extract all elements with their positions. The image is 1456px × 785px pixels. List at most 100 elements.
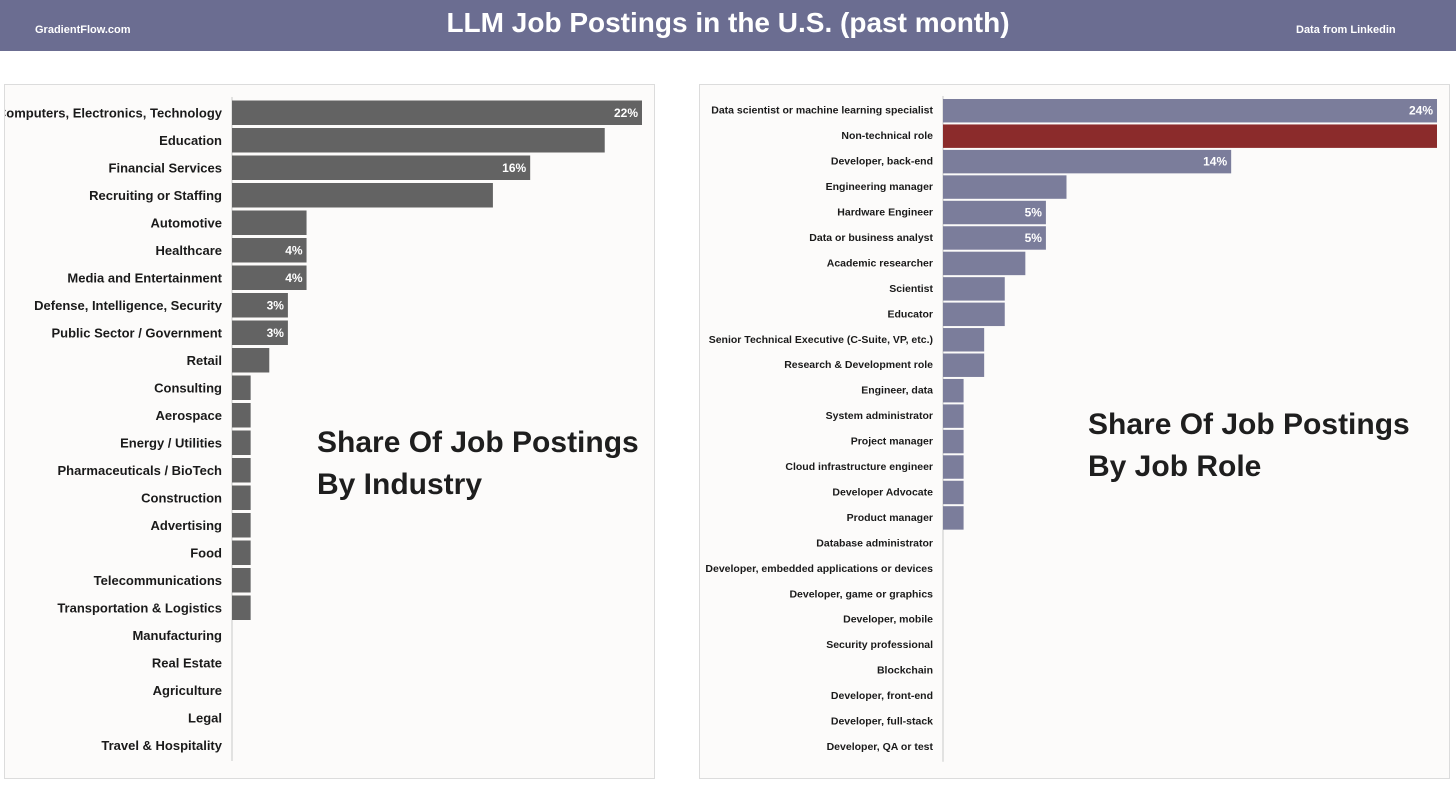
job-role-category-label: Security professional xyxy=(826,639,933,651)
job-role-category-label: Project manager xyxy=(851,436,933,448)
job-role-bar xyxy=(943,378,964,403)
job-role-data-label: 5% xyxy=(1025,231,1043,245)
job-role-bar xyxy=(943,506,964,530)
job-role-category-label: Cloud infrastructure engineer xyxy=(785,461,933,473)
industry-annotation-line1: Share Of Job Postings xyxy=(317,426,639,459)
job-role-data-label: 5% xyxy=(1025,206,1043,220)
job-role-category-label: Hardware Engineer xyxy=(837,207,933,219)
industry-category-label: Consulting xyxy=(154,380,222,395)
industry-chart-annotation: Share Of Job Postings By Industry xyxy=(317,422,639,506)
job-role-category-label: Developer, back-end xyxy=(831,156,933,168)
industry-bar xyxy=(232,485,251,510)
industry-bar xyxy=(232,403,251,428)
industry-bar xyxy=(232,320,288,345)
industry-category-label: Defense, Intelligence, Security xyxy=(34,298,223,313)
industry-bar xyxy=(232,210,307,235)
industry-data-label: 4% xyxy=(285,271,303,285)
industry-bar xyxy=(232,293,288,318)
industry-category-label: Automotive xyxy=(151,215,223,230)
industry-category-label: Education xyxy=(159,133,222,148)
job-role-category-label: System administrator xyxy=(826,410,933,422)
job-role-category-label: Blockchain xyxy=(877,665,933,677)
job-role-category-label: Academic researcher xyxy=(827,257,933,269)
job-role-category-label: Developer, QA or test xyxy=(827,741,934,753)
industry-category-label: Financial Services xyxy=(109,160,222,175)
job-role-category-label: Developer, embedded applications or devi… xyxy=(705,563,933,575)
industry-bar xyxy=(232,100,642,125)
job-role-bar xyxy=(943,404,964,428)
industry-category-label: Aerospace xyxy=(156,408,222,423)
industry-category-label: Public Sector / Government xyxy=(52,325,223,340)
industry-category-label: Food xyxy=(190,545,222,560)
industry-data-label: 16% xyxy=(502,161,526,175)
job-role-category-label: Scientist xyxy=(889,283,933,295)
job-role-chart-annotation: Share Of Job Postings By Job Role xyxy=(1088,404,1410,488)
industry-chart-panel: Computers, Electronics, Technology 22% Edu… xyxy=(4,84,655,779)
job-role-annotation-line2: By Job Role xyxy=(1088,450,1262,483)
industry-bar xyxy=(232,348,270,373)
industry-bar-chart: Computers, Electronics, Technology 22% Edu… xyxy=(5,97,642,761)
industry-bar xyxy=(232,568,251,593)
job-role-category-label: Non-technical role xyxy=(841,130,933,142)
industry-category-label: Advertising xyxy=(150,518,222,533)
job-role-bar xyxy=(943,455,964,479)
industry-category-label: Real Estate xyxy=(152,655,222,670)
industry-bar xyxy=(232,128,605,153)
industry-data-label: 3% xyxy=(267,326,285,340)
job-role-category-label: Developer, mobile xyxy=(843,614,933,626)
job-role-bar xyxy=(943,302,1005,327)
industry-category-label: Media and Entertainment xyxy=(67,270,222,285)
job-role-bar xyxy=(943,277,1005,301)
job-role-category-label: Database administrator xyxy=(816,537,933,549)
job-role-category-label: Engineering manager xyxy=(826,181,933,193)
job-role-bar xyxy=(943,175,1067,199)
industry-category-label: Pharmaceuticals / BioTech xyxy=(58,463,223,478)
brand-label: GradientFlow.com xyxy=(35,24,131,36)
job-role-category-label: Developer, game or graphics xyxy=(789,588,933,600)
industry-bar xyxy=(232,595,251,620)
job-role-category-label: Research & Development role xyxy=(784,359,933,371)
industry-bar xyxy=(232,430,251,455)
industry-bar xyxy=(232,513,251,538)
industry-category-label: Travel & Hospitality xyxy=(101,738,222,753)
industry-bar xyxy=(232,458,251,483)
job-role-bar xyxy=(943,200,1046,225)
page-title: LLM Job Postings in the U.S. (past month… xyxy=(446,7,1010,38)
job-role-category-label: Educator xyxy=(887,308,933,320)
industry-data-label: 4% xyxy=(285,243,303,257)
industry-annotation-line2: By Industry xyxy=(317,468,483,501)
industry-bar xyxy=(232,183,493,208)
job-role-bar xyxy=(943,480,964,505)
job-role-data-label: 14% xyxy=(1203,155,1227,169)
job-role-category-label: Product manager xyxy=(847,512,933,524)
industry-bar xyxy=(232,238,307,263)
job-role-category-label: Developer Advocate xyxy=(832,486,933,498)
job-role-bar xyxy=(943,353,985,377)
job-role-bar-chart: Data scientist or machine learning speci… xyxy=(705,96,1437,762)
job-role-bar xyxy=(943,328,985,352)
job-role-category-label: Senior Technical Executive (C-Suite, VP,… xyxy=(709,334,933,346)
job-role-category-label: Developer, full-stack xyxy=(831,716,933,728)
job-role-category-label: Data scientist or machine learning speci… xyxy=(711,105,933,117)
job-role-bar xyxy=(943,226,1046,250)
industry-category-label: Healthcare xyxy=(156,243,222,258)
data-source-label: Data from Linkedin xyxy=(1296,24,1396,36)
industry-data-label: 3% xyxy=(267,298,285,312)
industry-bar xyxy=(232,155,531,180)
job-role-category-label: Data or business analyst xyxy=(809,232,933,244)
job-role-bar xyxy=(943,429,964,454)
industry-category-label: Agriculture xyxy=(153,683,222,698)
industry-category-label: Computers, Electronics, Technology xyxy=(5,105,223,120)
job-role-bar xyxy=(943,149,1232,174)
job-role-bar xyxy=(943,124,1437,148)
industry-category-label: Transportation & Logistics xyxy=(57,600,222,615)
job-role-chart-panel: Data scientist or machine learning speci… xyxy=(699,84,1450,779)
job-role-category-label: Engineer, data xyxy=(861,385,933,397)
job-role-data-label: 24% xyxy=(1409,104,1433,118)
industry-category-label: Energy / Utilities xyxy=(120,435,222,450)
header-banner: GradientFlow.com LLM Job Postings in the… xyxy=(0,0,1456,51)
industry-category-label: Telecommunications xyxy=(94,573,222,588)
job-role-category-label: Developer, front-end xyxy=(831,690,933,702)
industry-bar xyxy=(232,540,251,565)
industry-category-label: Retail xyxy=(187,353,222,368)
